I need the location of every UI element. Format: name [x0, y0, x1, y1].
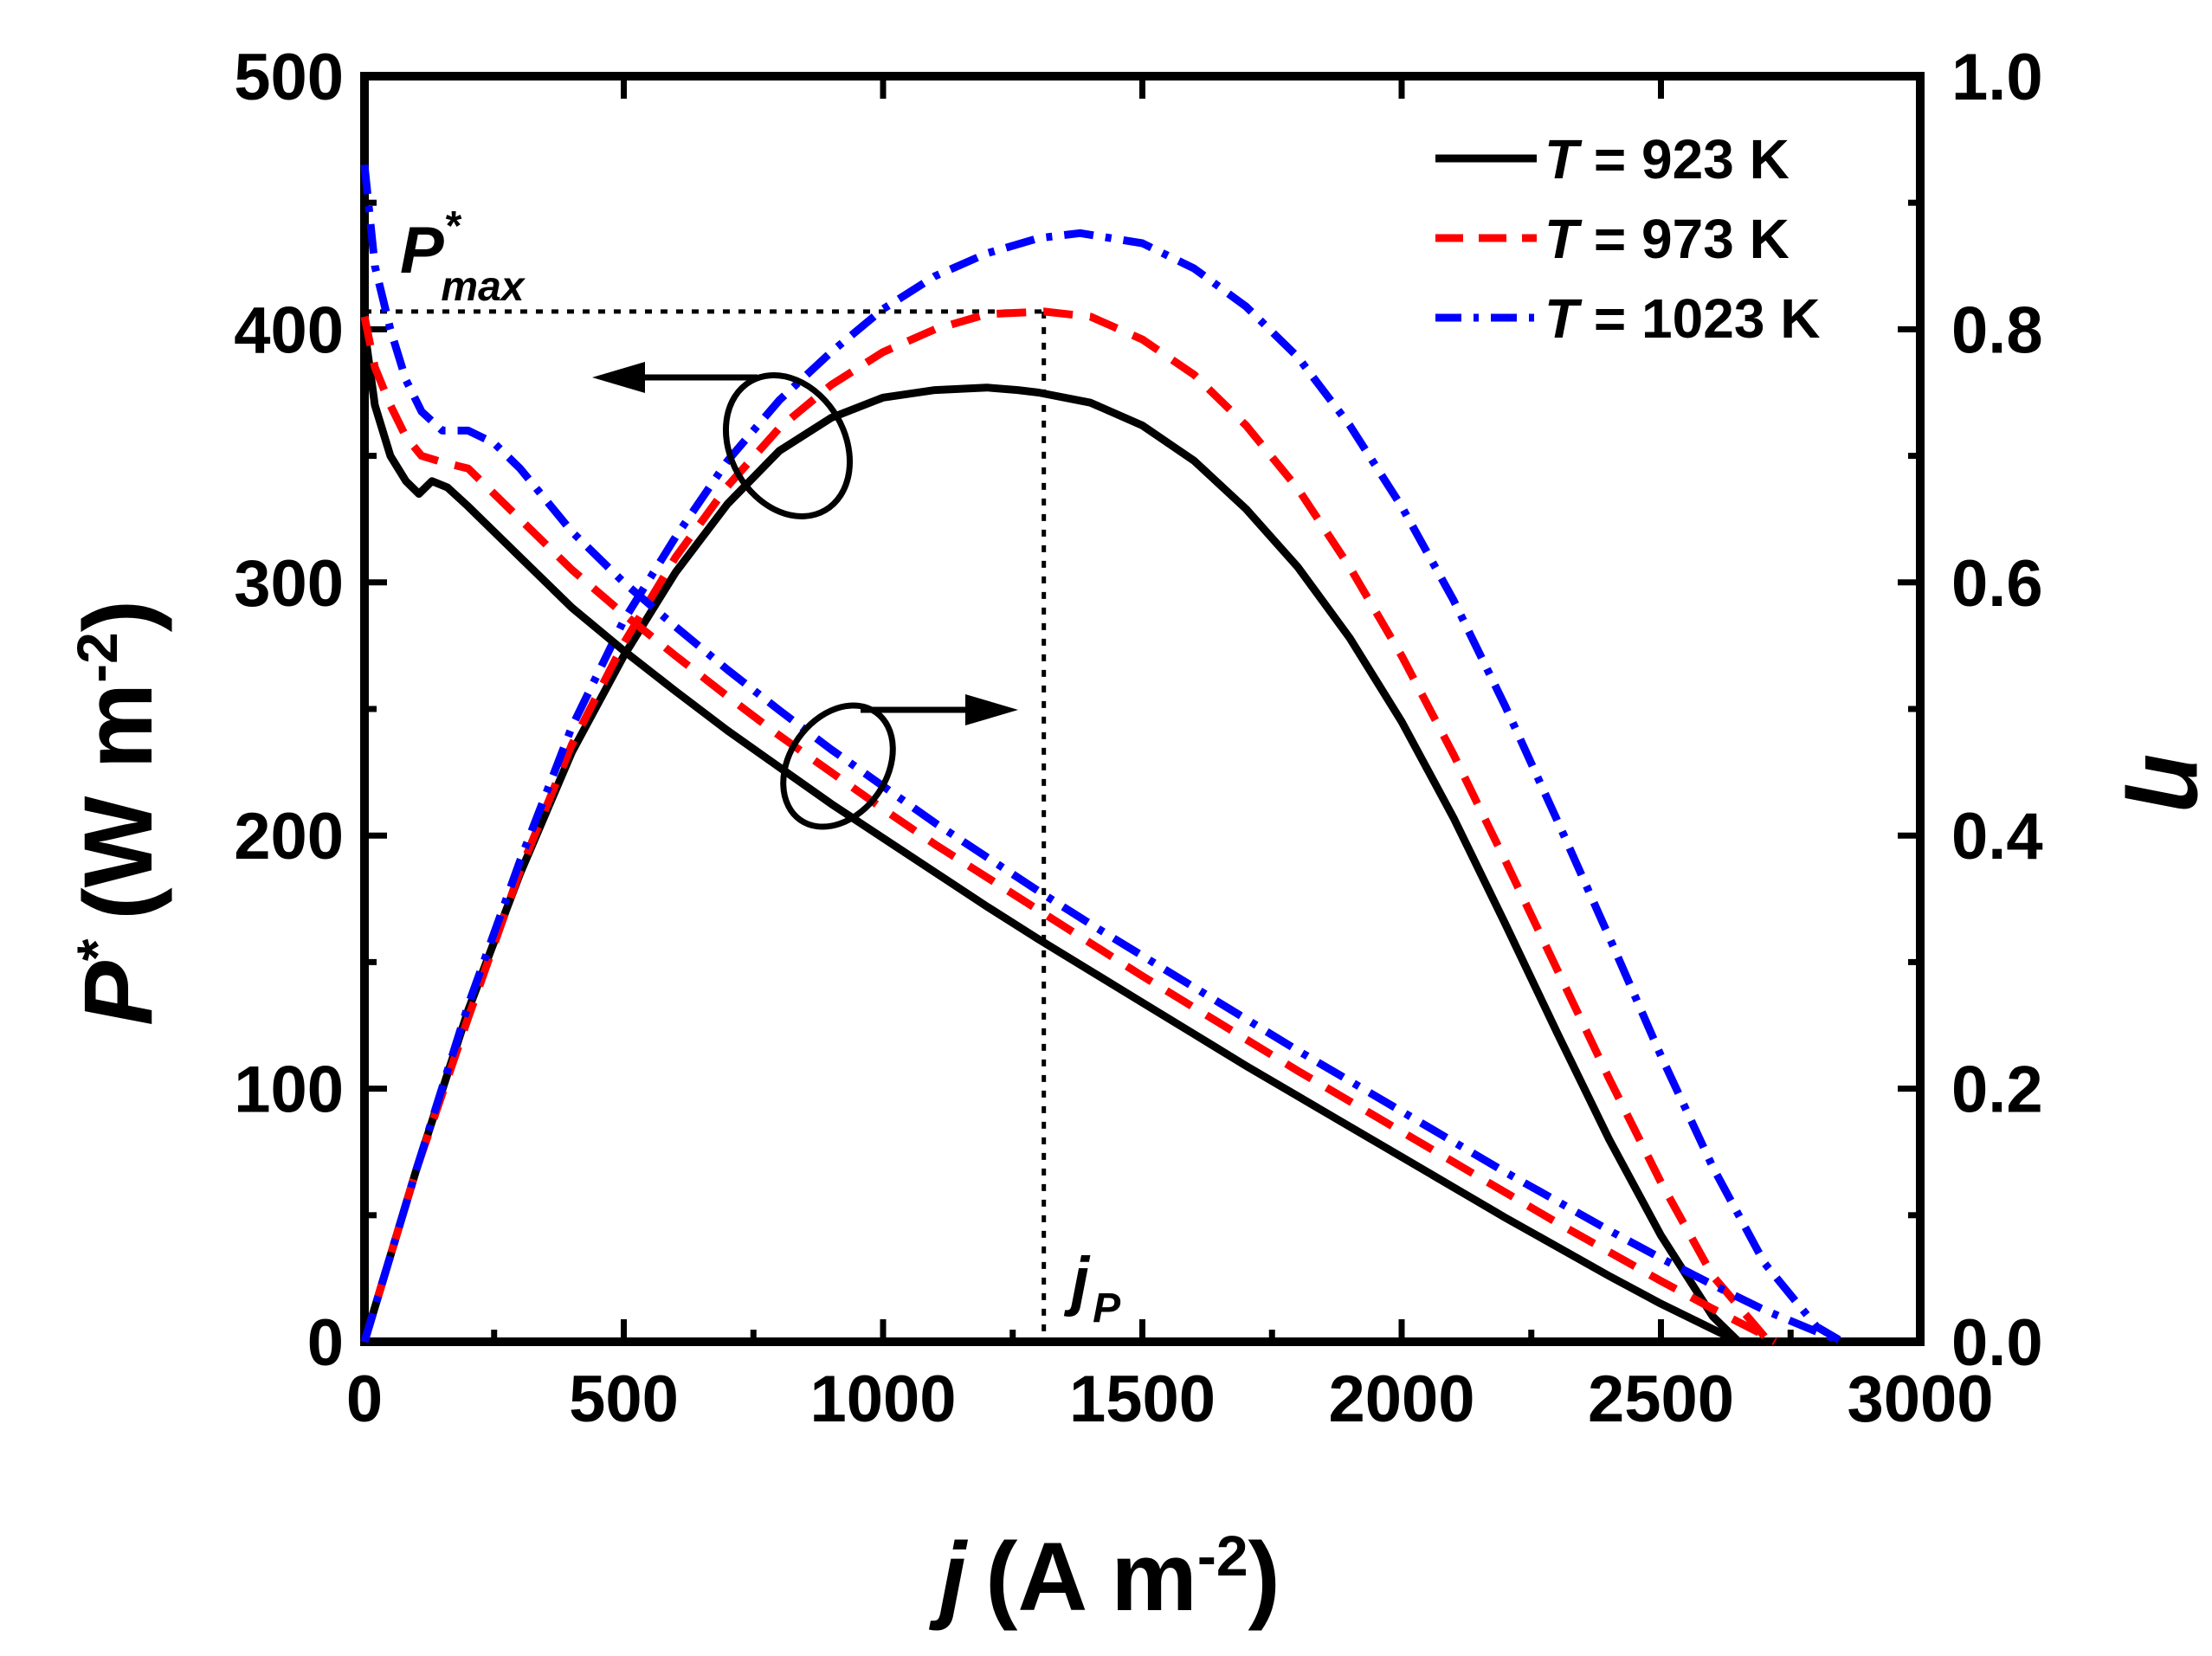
y-left-tick-label: 400 [234, 293, 344, 367]
x-tick-label: 1500 [1069, 1363, 1216, 1436]
x-tick-label: 0 [346, 1363, 383, 1436]
x-tick-label: 3000 [1847, 1363, 1993, 1436]
legend-label-1023: T = 1023 K [1545, 287, 1820, 350]
y-right-tick-label: 0.8 [1951, 293, 2043, 367]
y-left-tick-label: 100 [234, 1054, 344, 1127]
tick-labels: 0 500 1000 1500 2000 2500 3000 0 100 200 300 400 500… [234, 41, 2042, 1436]
y-left-tick-label: 200 [234, 800, 344, 873]
y-right-tick-label: 1.0 [1951, 41, 2043, 114]
left-axis-indicator-ellipse [722, 372, 854, 519]
series-line-3 [360, 328, 1741, 1346]
y-right-tick-label: 0.0 [1951, 1306, 2043, 1380]
y-axis-title-left: P*(W m-2) [64, 600, 172, 1026]
series-line-2 [360, 229, 1845, 1345]
legend-label-923: T = 923 K [1545, 128, 1790, 190]
legend-label-973: T = 973 K [1545, 208, 1790, 270]
series-line-0 [360, 383, 1742, 1345]
axis-indicators [592, 362, 1018, 830]
right-arrow-head [965, 694, 1018, 725]
legend: T = 923 K T = 973 K T = 1023 K [1435, 128, 1820, 350]
y-left-tick-label: 500 [234, 41, 344, 114]
x-tick-label: 1000 [809, 1363, 956, 1436]
x-tick-label: 2000 [1328, 1363, 1474, 1436]
pmax-label: P* max [400, 203, 526, 310]
y-left-tick-label: 0 [307, 1306, 344, 1380]
jp-label: jP [1063, 1244, 1121, 1331]
x-tick-label: 2500 [1588, 1363, 1734, 1436]
x-tick-label: 500 [569, 1363, 679, 1436]
y-left-tick-label: 300 [234, 547, 344, 621]
y-right-tick-label: 0.2 [1951, 1054, 2043, 1127]
tick-marks [361, 73, 1924, 1345]
series-group [360, 164, 1845, 1346]
x-axis-title: j (A m-2) [928, 1523, 1280, 1631]
y-right-tick-label: 0.6 [1951, 547, 2043, 621]
left-arrow-head [592, 362, 645, 393]
y-axis-title-right: η [2125, 754, 2212, 813]
series-line-4 [360, 315, 1777, 1345]
reference-lines [364, 309, 1047, 1342]
series-line-1 [360, 307, 1777, 1346]
y-right-tick-label: 0.4 [1951, 800, 2043, 873]
series-line-5 [360, 164, 1844, 1346]
